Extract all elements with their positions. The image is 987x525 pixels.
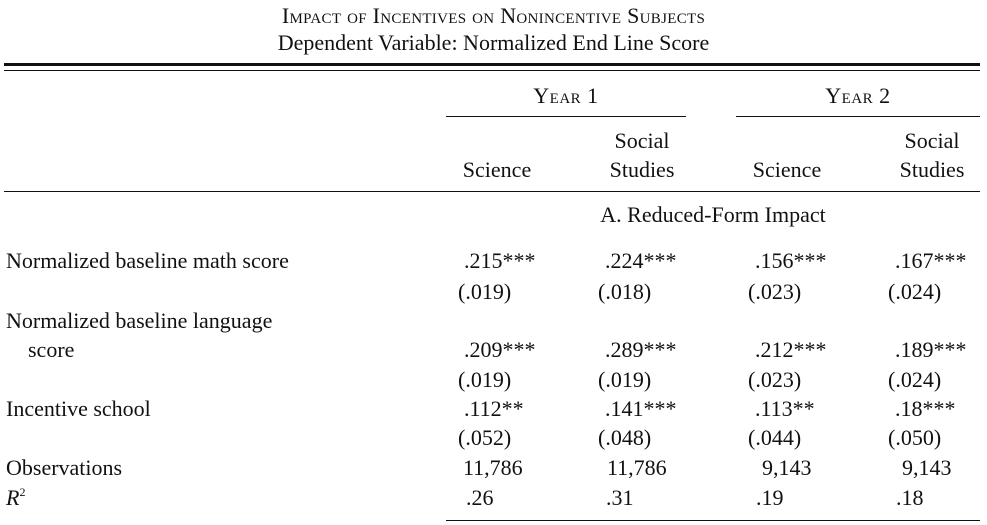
incentive-se-3: (.044) <box>748 425 802 450</box>
column-header-4-line1: Social <box>904 128 960 153</box>
group-header-year-1: Year 1 <box>533 83 599 108</box>
group-rule-year-1 <box>446 116 686 117</box>
observations-4: 9,143 <box>902 455 952 480</box>
table-subtitle: Dependent Variable: Normalized End Line … <box>277 30 710 55</box>
r-squared-3: .19 <box>756 485 784 510</box>
language-coef-4: .189*** <box>895 337 967 362</box>
row-label-math: Normalized baseline math score <box>6 248 289 273</box>
row-label-language-line1: Normalized baseline language <box>6 308 273 333</box>
incentive-se-1: (.052) <box>458 425 512 450</box>
r-squared-4: .18 <box>896 485 924 510</box>
observations-1: 11,786 <box>463 455 523 480</box>
panel-a-label: A. Reduced-Form Impact <box>600 202 826 227</box>
header-rule <box>4 191 980 192</box>
group-header-year-2: Year 2 <box>825 83 891 108</box>
math-coef-2: .224*** <box>605 248 677 273</box>
language-se-1: (.019) <box>458 367 512 392</box>
row-label-observations: Observations <box>6 455 123 480</box>
top-rule-thin <box>4 70 980 71</box>
group-rule-year-2 <box>736 116 980 117</box>
r-squared-1: .26 <box>466 485 494 510</box>
incentive-coef-1: .112** <box>464 396 524 421</box>
language-se-3: (.023) <box>748 367 802 392</box>
incentive-coef-2: .141*** <box>605 396 677 421</box>
language-coef-1: .209*** <box>464 337 536 362</box>
row-label-language-line2: score <box>28 337 75 362</box>
language-coef-2: .289*** <box>605 337 677 362</box>
math-coef-4: .167*** <box>895 248 967 273</box>
r-squared-base: R <box>6 485 20 510</box>
observations-3: 9,143 <box>762 455 812 480</box>
incentive-coef-4: .18*** <box>895 396 956 421</box>
column-header-3-line2: Science <box>752 157 822 182</box>
column-header-4-line2: Studies <box>899 157 965 182</box>
observations-2: 11,786 <box>607 455 667 480</box>
incentive-se-4: (.050) <box>888 425 942 450</box>
incentive-se-2: (.048) <box>598 425 652 450</box>
math-se-4: (.024) <box>888 279 942 304</box>
table-title: Impact of Incentives on Nonincentive Sub… <box>281 3 706 28</box>
column-header-2-line2: Studies <box>609 157 675 182</box>
r-squared-superscript: 2 <box>19 485 26 499</box>
column-header-2-line1: Social <box>614 128 670 153</box>
math-se-2: (.018) <box>598 279 652 304</box>
math-coef-1: .215*** <box>464 248 536 273</box>
incentive-coef-3: .113** <box>755 396 815 421</box>
top-rule-thick <box>4 63 980 66</box>
r-squared-2: .31 <box>606 485 634 510</box>
language-se-2: (.019) <box>598 367 652 392</box>
math-coef-3: .156*** <box>755 248 827 273</box>
math-se-3: (.023) <box>748 279 802 304</box>
row-label-r-squared: R2 <box>6 485 25 511</box>
language-se-4: (.024) <box>888 367 942 392</box>
column-header-1-line2: Science <box>462 157 532 182</box>
language-coef-3: .212*** <box>755 337 827 362</box>
math-se-1: (.019) <box>458 279 512 304</box>
row-label-incentive: Incentive school <box>6 396 151 421</box>
bottom-rule <box>446 520 980 521</box>
